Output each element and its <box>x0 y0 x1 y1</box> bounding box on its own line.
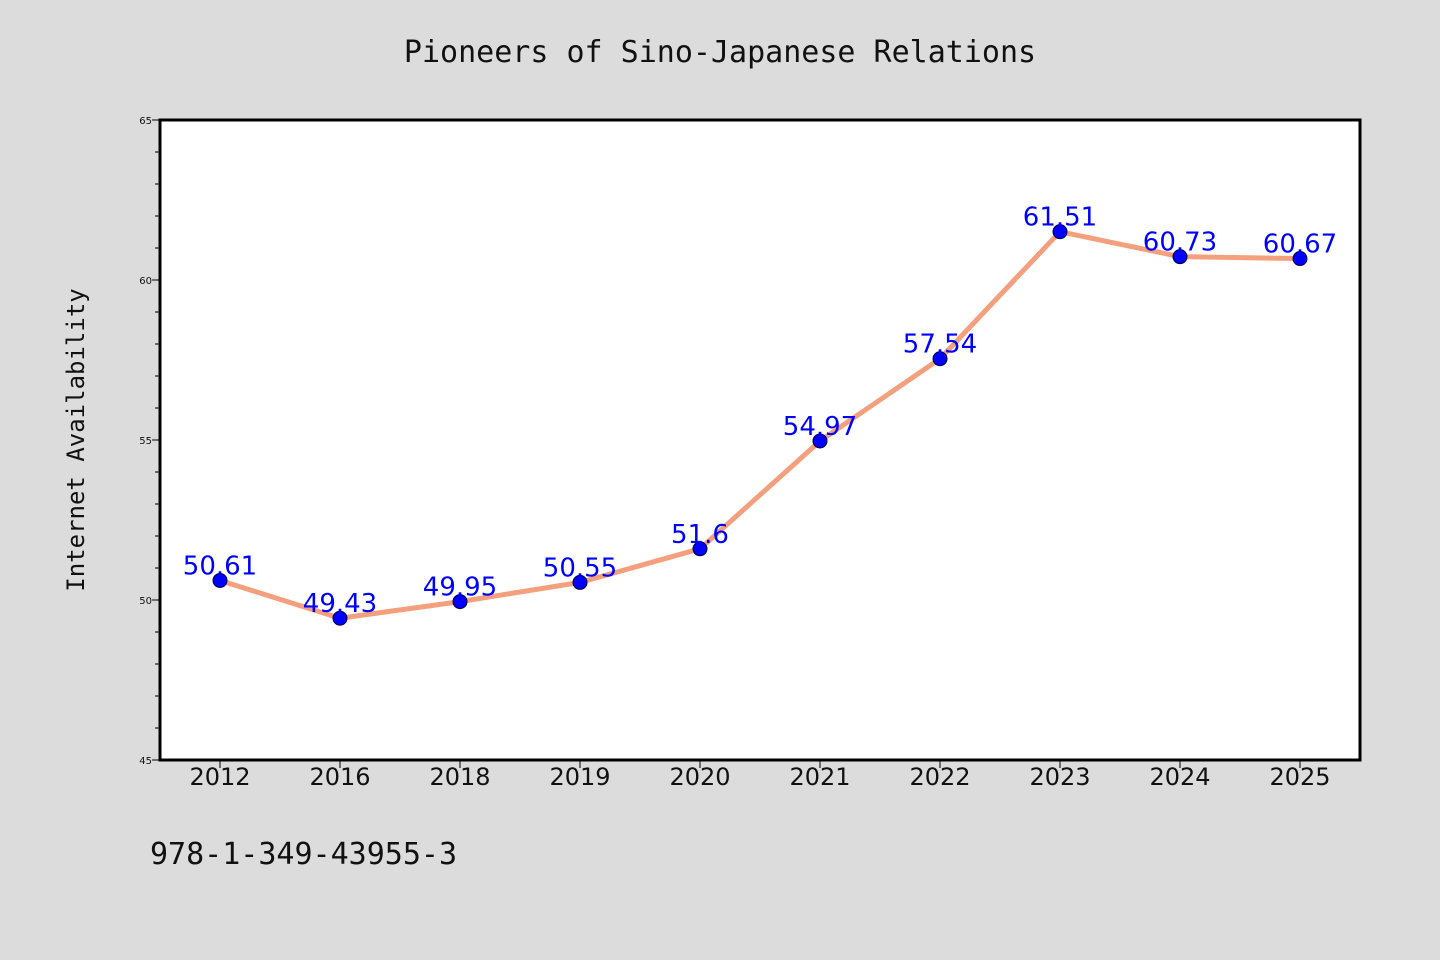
data-label: 50.55 <box>543 553 617 583</box>
data-point <box>452 594 468 610</box>
data-labels-layer: 50.61 49.43 49.95 50.55 51.6 54.97 57.54 61.51 6… <box>183 203 1337 620</box>
data-label: 51.6 <box>671 520 729 550</box>
data-point <box>1292 251 1308 267</box>
x-tick-label: 2024 <box>1149 763 1210 791</box>
x-axis: 2012 2016 2018 2019 2020 2021 2022 2023 2024 2025 <box>189 760 1331 791</box>
y-tick-label: 60 <box>139 276 152 287</box>
x-tick-label: 2012 <box>189 763 250 791</box>
data-point <box>572 574 588 590</box>
data-point <box>332 610 348 626</box>
x-tick-label: 2020 <box>669 763 730 791</box>
data-point <box>212 572 228 588</box>
data-point <box>1052 224 1068 240</box>
data-label: 54.97 <box>783 412 857 442</box>
data-label: 60.67 <box>1263 230 1337 260</box>
data-point <box>812 433 828 449</box>
y-axis: 45 50 55 60 65 <box>139 116 160 767</box>
x-tick-label: 2019 <box>549 763 610 791</box>
y-axis-label: Internet Availability <box>62 288 90 591</box>
data-label: 60.73 <box>1143 228 1217 258</box>
data-label: 50.61 <box>183 551 257 581</box>
data-label: 49.43 <box>303 589 377 619</box>
data-label: 57.54 <box>903 330 977 360</box>
series-layer <box>212 224 1308 626</box>
data-label: 61.51 <box>1023 203 1097 233</box>
y-tick-label: 45 <box>139 756 152 767</box>
x-tick-label: 2025 <box>1269 763 1330 791</box>
data-point <box>1172 249 1188 265</box>
y-tick-label: 55 <box>139 436 152 447</box>
x-tick-label: 2023 <box>1029 763 1090 791</box>
x-tick-label: 2022 <box>909 763 970 791</box>
data-label: 49.95 <box>423 573 497 603</box>
y-tick-label: 65 <box>139 116 152 127</box>
x-tick-label: 2021 <box>789 763 850 791</box>
data-point <box>692 541 708 557</box>
plot-area <box>158 118 1362 762</box>
footer-code: 978-1-349-43955-3 <box>150 837 457 872</box>
y-tick-label: 50 <box>139 596 152 607</box>
x-tick-label: 2016 <box>309 763 370 791</box>
chart-title: Pioneers of Sino-Japanese Relations <box>404 35 1036 70</box>
data-point <box>932 351 948 367</box>
series-line <box>217 229 1303 621</box>
x-tick-label: 2018 <box>429 763 490 791</box>
